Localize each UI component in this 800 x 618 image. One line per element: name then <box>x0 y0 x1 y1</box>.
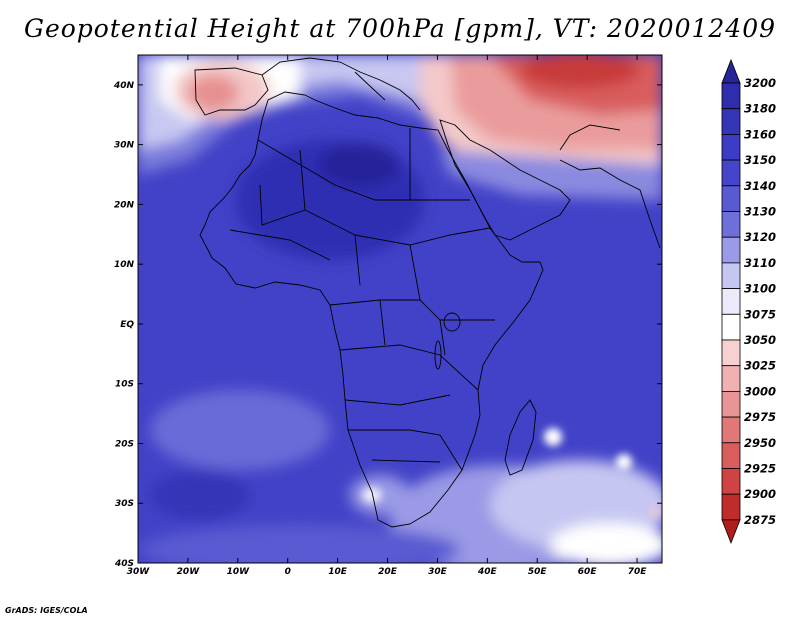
colorbar-swatch <box>721 82 741 110</box>
colorbar-swatch <box>721 288 741 315</box>
colorbar-swatch <box>721 468 741 495</box>
colorbar-swatch <box>721 416 741 444</box>
lat-label: 10S <box>115 380 134 390</box>
colorbar-label: 3110 <box>744 256 776 270</box>
colorbar-label: 3075 <box>744 307 776 321</box>
colorbar-label: 3130 <box>744 205 776 219</box>
plot-frame <box>137 54 663 564</box>
lon-label: 50E <box>528 567 548 577</box>
colorbar-swatch <box>721 159 741 187</box>
coastlines <box>194 57 661 528</box>
lat-label: 20N <box>114 200 135 210</box>
colorbar-swatch <box>721 211 741 238</box>
colorbar-swatch <box>721 493 741 521</box>
colorbar-label: 2950 <box>744 436 776 450</box>
lon-label: 20W <box>177 567 201 577</box>
colorbar-label: 3100 <box>744 282 776 296</box>
colorbar-label: 2900 <box>744 487 776 501</box>
latitude-axis: 40N 30N 20N 10N EQ 10S 20S 30S 40S <box>113 81 662 569</box>
lat-label: 40S <box>114 559 134 569</box>
lon-label: 30W <box>127 567 151 577</box>
colorbar-swatch <box>721 133 741 161</box>
lat-label: 30S <box>115 499 134 509</box>
lon-label: 30E <box>428 567 448 577</box>
map-title: Geopotential Height at 700hPa [gpm], VT:… <box>23 14 777 43</box>
colorbar-label: 2975 <box>744 410 776 424</box>
colorbar-swatch <box>721 262 741 289</box>
lon-label: 60E <box>578 567 598 577</box>
lat-label: EQ <box>120 320 134 330</box>
colorbar-label: 2925 <box>744 462 776 476</box>
colorbar-label: 3000 <box>744 384 776 398</box>
colorbar-swatch <box>721 313 741 341</box>
colorbar-swatch <box>721 185 741 212</box>
colorbar-swatch <box>721 365 741 392</box>
lat-label: 30N <box>114 141 135 151</box>
longitude-axis: 30W 20W 10W 0 10E 20E 30E 40E 50E 60E 70E <box>127 55 647 577</box>
colorbar-arrow-top <box>721 58 741 84</box>
colorbar-swatch <box>721 339 741 367</box>
colorbar-swatch <box>721 390 741 418</box>
colorbar-label: 3120 <box>744 230 776 244</box>
credit-label: GrADS: IGES/COLA <box>5 606 88 615</box>
colorbar-swatch <box>721 442 741 469</box>
lon-label: 10E <box>328 567 348 577</box>
lon-label: 20E <box>378 567 398 577</box>
lat-label: 10N <box>114 260 135 270</box>
lat-label: 20S <box>115 439 134 449</box>
colorbar-label: 2875 <box>744 513 776 527</box>
colorbar-label: 3200 <box>744 76 776 90</box>
colorbar-swatch <box>721 108 741 135</box>
colorbar-label: 3150 <box>744 153 776 167</box>
lon-label: 0 <box>285 567 291 577</box>
lon-label: 40E <box>477 567 498 577</box>
lon-label: 10W <box>227 567 251 577</box>
colorbar-swatch <box>721 236 741 264</box>
colorbar-label: 3050 <box>744 333 776 347</box>
lon-label: 70E <box>628 567 648 577</box>
colorbar-label: 3180 <box>744 102 776 116</box>
height-field <box>138 55 662 563</box>
colorbar-label: 3140 <box>744 179 776 193</box>
colorbar-label: 3160 <box>744 127 776 141</box>
colorbar: 3200 3180 3160 3150 3140 3130 3120 3110 3100 3075… <box>721 58 776 544</box>
colorbar-arrow-bottom <box>721 519 741 544</box>
lat-label: 40N <box>113 81 135 91</box>
colorbar-label: 3025 <box>744 359 776 373</box>
